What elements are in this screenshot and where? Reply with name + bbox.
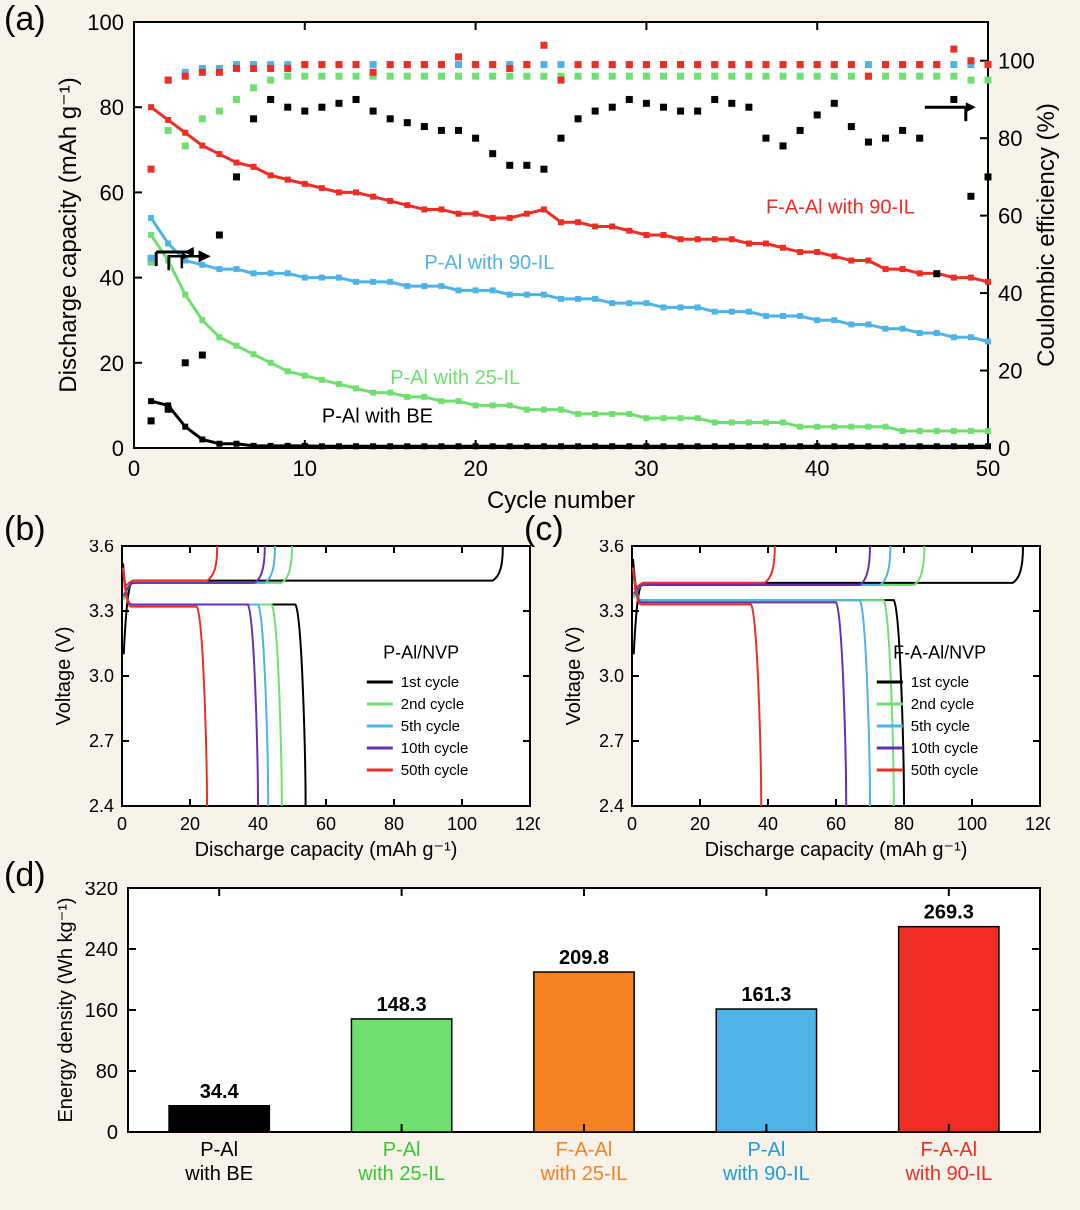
- svg-text:148.3: 148.3: [377, 994, 427, 1016]
- chart-a: 01020304050020406080100020406080100Cycle…: [56, 10, 1066, 520]
- svg-text:20: 20: [998, 359, 1022, 384]
- svg-text:40: 40: [758, 814, 778, 834]
- svg-text:Cycle number: Cycle number: [487, 487, 635, 514]
- svg-text:160: 160: [85, 1000, 118, 1022]
- svg-text:with 90-IL: with 90-IL: [904, 1163, 992, 1185]
- svg-text:60: 60: [826, 814, 846, 834]
- svg-text:40: 40: [100, 266, 124, 291]
- chart-c: 0 20 40 60 80 100 120 2.4 2.7 3.0 3.3 3.6 Discharge …: [560, 540, 1050, 870]
- svg-text:0: 0: [107, 1122, 118, 1144]
- panel-label-d: (d): [4, 856, 46, 895]
- svg-text:10: 10: [293, 456, 317, 481]
- svg-text:100: 100: [447, 814, 477, 834]
- svg-text:100: 100: [87, 10, 124, 35]
- svg-text:Coulombic efficiency (%): Coulombic efficiency (%): [1033, 103, 1060, 367]
- svg-text:20: 20: [463, 456, 487, 481]
- svg-text:2nd cycle: 2nd cycle: [401, 696, 464, 713]
- svg-text:F-A-Al: F-A-Al: [920, 1139, 977, 1161]
- svg-text:P-Al with BE: P-Al with BE: [322, 405, 433, 427]
- svg-text:10th cycle: 10th cycle: [911, 740, 979, 757]
- svg-text:F-A-Al/NVP: F-A-Al/NVP: [893, 643, 986, 663]
- svg-text:2nd cycle: 2nd cycle: [911, 696, 974, 713]
- chart-b: 0 20 40 60 80 100 120 2.4 2.7 3.0 3.3 3.6 Discharge …: [50, 540, 540, 870]
- svg-text:Discharge capacity (mAh g⁻¹): Discharge capacity (mAh g⁻¹): [56, 77, 82, 392]
- svg-text:161.3: 161.3: [741, 984, 791, 1006]
- svg-text:40: 40: [998, 281, 1022, 306]
- svg-text:80: 80: [100, 95, 124, 120]
- svg-text:120: 120: [1025, 814, 1050, 834]
- svg-text:P-Al/NVP: P-Al/NVP: [383, 643, 459, 663]
- svg-text:3.3: 3.3: [599, 601, 624, 621]
- svg-text:2.7: 2.7: [89, 731, 114, 751]
- svg-text:3.0: 3.0: [599, 666, 624, 686]
- svg-text:20: 20: [100, 351, 124, 376]
- svg-text:3.6: 3.6: [89, 540, 114, 556]
- svg-text:120: 120: [515, 814, 540, 834]
- chart-d: 0 80 160 240 320 Energy density (Wh kg⁻¹) 34.4…: [50, 882, 1060, 1202]
- svg-text:240: 240: [85, 939, 118, 961]
- svg-text:5th cycle: 5th cycle: [911, 718, 970, 735]
- svg-text:0: 0: [117, 814, 127, 834]
- svg-text:100: 100: [998, 49, 1035, 74]
- svg-text:40: 40: [248, 814, 268, 834]
- svg-text:2.4: 2.4: [599, 796, 624, 816]
- svg-text:60: 60: [316, 814, 336, 834]
- svg-text:1st cycle: 1st cycle: [911, 674, 969, 691]
- svg-text:3.3: 3.3: [89, 601, 114, 621]
- svg-text:30: 30: [634, 456, 658, 481]
- svg-text:P-Al: P-Al: [748, 1139, 786, 1161]
- svg-text:P-Al with 90-IL: P-Al with 90-IL: [424, 252, 554, 274]
- svg-text:50th cycle: 50th cycle: [401, 762, 469, 779]
- svg-text:Discharge capacity (mAh g⁻¹): Discharge capacity (mAh g⁻¹): [195, 839, 458, 861]
- svg-text:Discharge capacity (mAh g⁻¹): Discharge capacity (mAh g⁻¹): [705, 839, 968, 861]
- svg-text:F-A-Al: F-A-Al: [556, 1139, 613, 1161]
- svg-text:80: 80: [96, 1061, 118, 1083]
- svg-text:2.7: 2.7: [599, 731, 624, 751]
- svg-text:100: 100: [957, 814, 987, 834]
- svg-text:34.4: 34.4: [200, 1081, 240, 1103]
- svg-text:Energy density (Wh kg⁻¹): Energy density (Wh kg⁻¹): [55, 897, 77, 1122]
- svg-text:60: 60: [998, 204, 1022, 229]
- panel-label-b: (b): [4, 510, 46, 549]
- svg-text:20: 20: [180, 814, 200, 834]
- svg-text:1st cycle: 1st cycle: [401, 674, 459, 691]
- svg-text:50th cycle: 50th cycle: [911, 762, 979, 779]
- svg-text:0: 0: [998, 436, 1010, 461]
- svg-text:269.3: 269.3: [924, 902, 974, 924]
- svg-text:20: 20: [690, 814, 710, 834]
- svg-text:60: 60: [100, 180, 124, 205]
- svg-text:F-A-Al with 90-IL: F-A-Al with 90-IL: [766, 197, 915, 219]
- svg-text:3.0: 3.0: [89, 666, 114, 686]
- svg-text:209.8: 209.8: [559, 947, 609, 969]
- svg-text:80: 80: [998, 126, 1022, 151]
- svg-text:with 90-IL: with 90-IL: [722, 1163, 810, 1185]
- svg-text:80: 80: [384, 814, 404, 834]
- svg-text:P-Al: P-Al: [200, 1139, 238, 1161]
- svg-text:50: 50: [976, 456, 1000, 481]
- svg-text:2.4: 2.4: [89, 796, 114, 816]
- svg-text:3.6: 3.6: [599, 540, 624, 556]
- svg-text:80: 80: [894, 814, 914, 834]
- svg-text:Voltage (V): Voltage (V): [563, 627, 585, 726]
- svg-text:5th cycle: 5th cycle: [401, 718, 460, 735]
- panel-label-a: (a): [4, 0, 46, 39]
- svg-text:10th cycle: 10th cycle: [401, 740, 469, 757]
- svg-text:40: 40: [805, 456, 829, 481]
- svg-text:P-Al: P-Al: [383, 1139, 421, 1161]
- svg-text:0: 0: [128, 456, 140, 481]
- svg-text:with 25-IL: with 25-IL: [357, 1163, 445, 1185]
- svg-text:with 25-IL: with 25-IL: [540, 1163, 628, 1185]
- svg-text:320: 320: [85, 882, 118, 900]
- svg-text:with BE: with BE: [184, 1163, 253, 1185]
- svg-text:P-Al with 25-IL: P-Al with 25-IL: [390, 367, 520, 389]
- svg-text:0: 0: [627, 814, 637, 834]
- svg-text:0: 0: [112, 436, 124, 461]
- svg-text:Voltage (V): Voltage (V): [53, 627, 75, 726]
